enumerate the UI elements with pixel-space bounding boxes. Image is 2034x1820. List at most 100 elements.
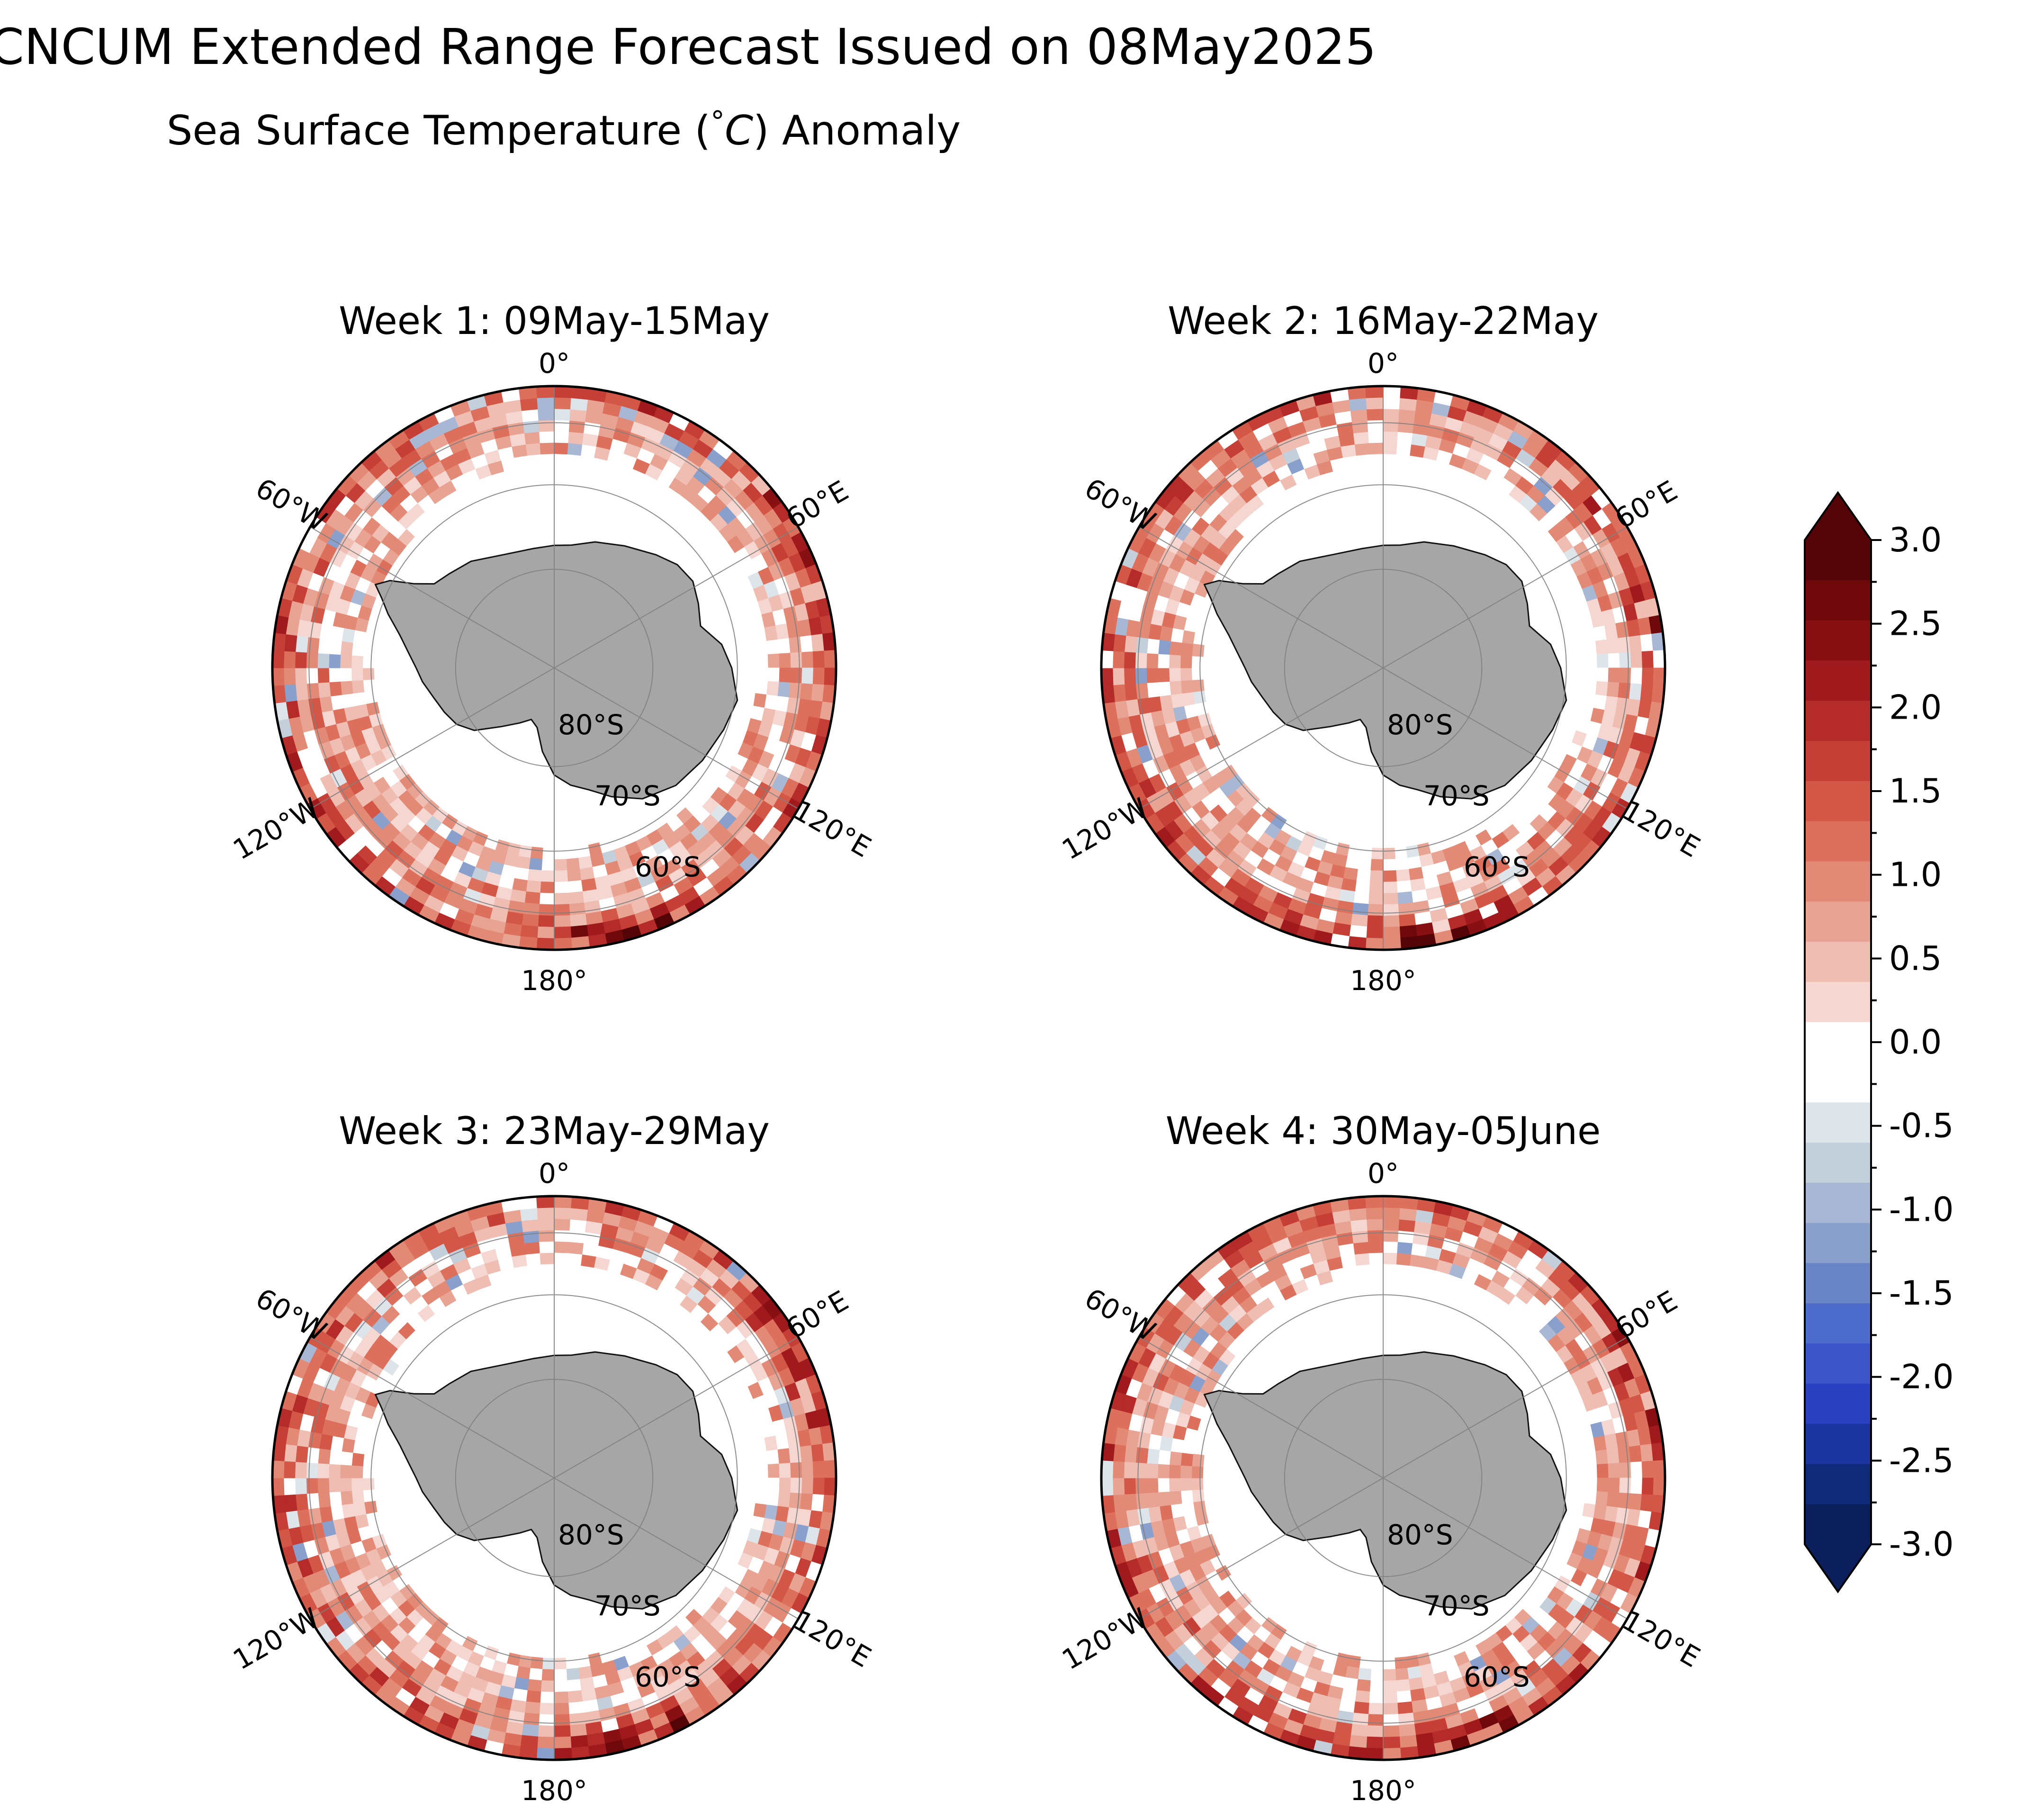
latitude-label: 70°S bbox=[594, 1590, 661, 1622]
colorbar-tick-label: -2.0 bbox=[1889, 1358, 1954, 1397]
colorbar: 3.0 2.5 2.0 1.5 1.0 0.5 0.0 -0.5 -1.0 -1.5 -2.0 -2.… bbox=[1804, 491, 1954, 1594]
map-frame bbox=[271, 1195, 837, 1761]
subtitle-text-end: ) Anomaly bbox=[753, 107, 961, 154]
colorbar-swatch bbox=[1805, 1263, 1871, 1304]
colorbar-swatches bbox=[1805, 540, 1871, 1545]
antarctica-landmass bbox=[1203, 1351, 1567, 1610]
map-panel-week-2: Week 2: 16May-22May 0° 60°E 120°E 180° 120°W 6… bbox=[1057, 299, 1706, 997]
longitude-label: 60°W bbox=[250, 472, 332, 538]
longitude-label: 180° bbox=[1350, 1775, 1416, 1807]
colorbar-tick-label: 3.0 bbox=[1889, 521, 1942, 559]
longitude-label: 60°E bbox=[781, 1284, 854, 1345]
longitude-label: 60°E bbox=[781, 474, 854, 535]
longitude-label: 120°W bbox=[1057, 1602, 1154, 1676]
figure-title: NCMRWF CNCUM Extended Range Forecast Iss… bbox=[0, 18, 1377, 76]
longitude-label: 120°W bbox=[228, 1602, 325, 1676]
map-frame bbox=[271, 385, 837, 951]
graticule bbox=[308, 1196, 800, 1760]
colorbar-swatch bbox=[1805, 1424, 1871, 1465]
latitude-label: 60°S bbox=[635, 1661, 701, 1693]
colorbar-extend-max bbox=[1805, 493, 1871, 540]
colorbar-swatch bbox=[1805, 1223, 1871, 1264]
panel-title: Week 1: 09May-15May bbox=[339, 299, 770, 343]
sst-anomaly-field bbox=[272, 1196, 836, 1760]
longitude-label: 0° bbox=[539, 347, 570, 379]
graticule bbox=[1137, 386, 1629, 950]
colorbar-swatch bbox=[1805, 1464, 1871, 1505]
latitude-label: 60°S bbox=[1464, 851, 1530, 883]
antarctica-landmass bbox=[1203, 541, 1567, 800]
colorbar-tick-label: -0.5 bbox=[1889, 1107, 1954, 1145]
latitude-label: 70°S bbox=[1423, 1590, 1490, 1622]
colorbar-swatch bbox=[1805, 901, 1871, 942]
colorbar-swatch bbox=[1805, 1102, 1871, 1143]
colorbar-extend-min bbox=[1805, 1544, 1871, 1592]
colorbar-tick-label: 1.5 bbox=[1889, 772, 1942, 811]
colorbar-swatch bbox=[1805, 741, 1871, 782]
colorbar-swatch bbox=[1805, 861, 1871, 902]
colorbar-swatch bbox=[1805, 1022, 1871, 1063]
longitude-label: 0° bbox=[539, 1157, 570, 1189]
colorbar-tick-label: 2.0 bbox=[1889, 688, 1942, 727]
colorbar-swatch bbox=[1805, 942, 1871, 982]
longitude-label: 60°W bbox=[250, 1282, 332, 1348]
longitude-label: 120°E bbox=[788, 794, 877, 864]
subtitle-text-start: Sea Surface Temperature ( bbox=[167, 107, 711, 154]
colorbar-tick-label: 0.0 bbox=[1889, 1023, 1942, 1062]
colorbar-swatch bbox=[1805, 1303, 1871, 1344]
colorbar-swatch bbox=[1805, 781, 1871, 822]
longitude-label: 180° bbox=[1350, 964, 1416, 997]
latitude-label: 60°S bbox=[635, 851, 701, 883]
subtitle-degree: ° bbox=[711, 105, 725, 138]
colorbar-tick-label: 0.5 bbox=[1889, 939, 1942, 978]
colorbar-swatch bbox=[1805, 1343, 1871, 1384]
latitude-label: 60°S bbox=[1464, 1661, 1530, 1693]
colorbar-swatch bbox=[1805, 701, 1871, 741]
latitude-label: 70°S bbox=[1423, 780, 1490, 812]
panel-title: Week 3: 23May-29May bbox=[339, 1109, 770, 1153]
longitude-label: 0° bbox=[1368, 347, 1399, 379]
latitude-label: 80°S bbox=[1387, 709, 1453, 741]
map-frame bbox=[1100, 1195, 1666, 1761]
map-panel-week-3: Week 3: 23May-29May 0° 60°E 120°E 180° 120°W 6… bbox=[228, 1109, 877, 1807]
colorbar-swatch bbox=[1805, 1383, 1871, 1424]
colorbar-tick-label: 1.0 bbox=[1889, 856, 1942, 894]
graticule bbox=[308, 386, 800, 950]
colorbar-swatch bbox=[1805, 1143, 1871, 1183]
colorbar-tick-label: -3.0 bbox=[1889, 1525, 1954, 1564]
colorbar-swatch bbox=[1805, 1182, 1871, 1224]
longitude-label: 60°W bbox=[1079, 1282, 1161, 1348]
longitude-label: 180° bbox=[521, 964, 587, 997]
longitude-label: 60°E bbox=[1610, 474, 1683, 535]
colorbar-swatch bbox=[1805, 821, 1871, 862]
colorbar-swatch bbox=[1805, 660, 1871, 702]
colorbar-tick-label: -1.5 bbox=[1889, 1274, 1954, 1313]
longitude-label: 120°W bbox=[1057, 792, 1154, 866]
longitude-label: 120°W bbox=[228, 792, 325, 866]
colorbar-tick-label: -2.5 bbox=[1889, 1441, 1954, 1480]
longitude-label: 120°E bbox=[1617, 794, 1706, 864]
latitude-label: 80°S bbox=[558, 1519, 624, 1551]
latitude-label: 80°S bbox=[1387, 1519, 1453, 1551]
longitude-label: 120°E bbox=[1617, 1604, 1706, 1674]
antarctica-landmass bbox=[374, 1351, 738, 1610]
longitude-label: 0° bbox=[1368, 1157, 1399, 1189]
latitude-label: 70°S bbox=[594, 780, 661, 812]
figure-subtitle: Sea Surface Temperature (°C) Anomaly bbox=[167, 105, 961, 154]
colorbar-swatch bbox=[1805, 1062, 1871, 1103]
colorbar-swatch bbox=[1805, 1504, 1871, 1545]
colorbar-swatch bbox=[1805, 620, 1871, 661]
sst-anomaly-field bbox=[1101, 1196, 1665, 1760]
panel-title: Week 4: 30May-05June bbox=[1166, 1109, 1601, 1153]
map-panels: Week 1: 09May-15May 0° 60°E 120°E 180° 120°W 6… bbox=[228, 299, 1706, 1807]
colorbar-tick-label: -1.0 bbox=[1889, 1190, 1954, 1229]
longitude-label: 60°W bbox=[1079, 472, 1161, 538]
longitude-label: 180° bbox=[521, 1775, 587, 1807]
map-frame bbox=[1100, 385, 1666, 951]
longitude-label: 60°E bbox=[1610, 1284, 1683, 1345]
colorbar-tick-label: 2.5 bbox=[1889, 604, 1942, 643]
longitude-label: 120°E bbox=[788, 1604, 877, 1674]
subtitle-unit: C bbox=[725, 107, 753, 154]
colorbar-ticks: 3.0 2.5 2.0 1.5 1.0 0.5 0.0 -0.5 -1.0 -1.5 -2.0 -2.… bbox=[1871, 521, 1954, 1564]
